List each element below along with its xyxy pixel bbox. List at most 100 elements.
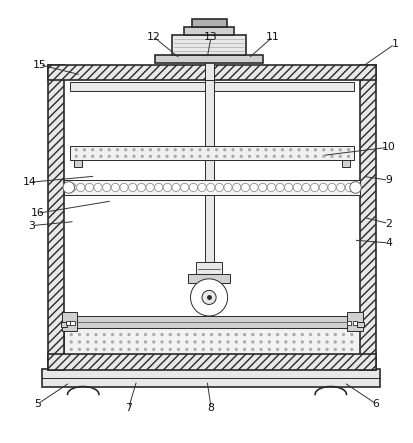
Circle shape [152, 340, 155, 344]
Circle shape [144, 348, 147, 351]
Circle shape [83, 155, 86, 158]
Circle shape [83, 148, 86, 152]
Text: 8: 8 [207, 403, 214, 413]
Text: 3: 3 [28, 221, 35, 231]
Bar [360, 65, 375, 370]
Circle shape [247, 148, 251, 152]
Circle shape [283, 340, 287, 344]
Circle shape [234, 348, 237, 351]
Circle shape [148, 148, 152, 152]
Text: 1: 1 [390, 39, 397, 49]
Circle shape [234, 340, 237, 344]
Circle shape [119, 348, 122, 351]
Circle shape [318, 183, 327, 191]
Circle shape [124, 148, 127, 152]
Bar [48, 354, 375, 370]
Circle shape [264, 148, 267, 152]
Circle shape [259, 333, 262, 336]
Circle shape [86, 333, 89, 336]
Bar [64, 327, 360, 354]
Circle shape [69, 333, 73, 336]
Circle shape [206, 148, 209, 152]
Circle shape [135, 333, 139, 336]
Bar [60, 322, 67, 327]
Circle shape [168, 333, 171, 336]
Circle shape [226, 348, 229, 351]
Circle shape [102, 340, 106, 344]
Circle shape [74, 155, 78, 158]
Text: 5: 5 [34, 399, 41, 409]
Circle shape [173, 155, 176, 158]
Circle shape [249, 183, 258, 191]
Circle shape [297, 148, 300, 152]
Circle shape [316, 340, 320, 344]
Circle shape [231, 148, 234, 152]
Bar [171, 35, 246, 55]
Text: 10: 10 [381, 142, 394, 152]
Circle shape [74, 148, 78, 152]
Bar [70, 146, 354, 159]
Circle shape [325, 333, 328, 336]
Circle shape [127, 340, 131, 344]
Bar [48, 65, 375, 80]
Circle shape [189, 183, 197, 191]
Circle shape [171, 183, 180, 191]
Circle shape [292, 348, 295, 351]
Circle shape [333, 333, 336, 336]
Circle shape [280, 155, 283, 158]
Circle shape [160, 340, 163, 344]
Circle shape [284, 183, 292, 191]
Circle shape [157, 148, 160, 152]
Circle shape [247, 155, 251, 158]
Circle shape [201, 340, 204, 344]
Circle shape [349, 182, 361, 193]
Circle shape [275, 333, 278, 336]
Circle shape [241, 183, 249, 191]
Circle shape [341, 348, 344, 351]
Circle shape [154, 183, 162, 191]
Circle shape [310, 183, 318, 191]
Text: 9: 9 [384, 175, 391, 185]
Circle shape [176, 333, 180, 336]
Circle shape [198, 148, 201, 152]
Circle shape [140, 148, 144, 152]
Text: 6: 6 [372, 399, 379, 409]
Bar [42, 369, 380, 387]
Circle shape [308, 340, 311, 344]
Circle shape [69, 348, 73, 351]
Circle shape [68, 183, 76, 191]
Circle shape [242, 340, 246, 344]
Text: 4: 4 [384, 238, 391, 248]
Circle shape [119, 340, 122, 344]
Circle shape [349, 333, 353, 336]
Circle shape [94, 333, 97, 336]
Circle shape [316, 348, 320, 351]
Circle shape [283, 333, 287, 336]
Circle shape [120, 183, 128, 191]
Circle shape [283, 348, 287, 351]
Circle shape [99, 155, 102, 158]
Circle shape [218, 348, 221, 351]
Circle shape [346, 148, 349, 152]
Circle shape [124, 155, 127, 158]
Circle shape [152, 333, 155, 336]
Circle shape [313, 155, 316, 158]
Bar [48, 65, 64, 370]
Bar [184, 27, 233, 35]
Circle shape [300, 348, 303, 351]
Bar [64, 180, 360, 194]
Circle shape [336, 183, 344, 191]
Circle shape [344, 183, 353, 191]
Circle shape [78, 340, 81, 344]
Circle shape [275, 183, 283, 191]
Bar [204, 80, 213, 146]
Circle shape [259, 340, 262, 344]
Circle shape [242, 348, 246, 351]
Circle shape [165, 148, 168, 152]
Circle shape [99, 148, 102, 152]
Circle shape [209, 348, 213, 351]
Circle shape [137, 183, 145, 191]
Circle shape [325, 340, 328, 344]
Circle shape [69, 340, 73, 344]
Circle shape [202, 290, 216, 304]
